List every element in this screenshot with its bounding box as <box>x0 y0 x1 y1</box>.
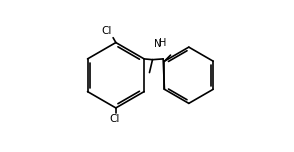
Text: Cl: Cl <box>102 26 112 36</box>
Text: N: N <box>154 39 161 49</box>
Text: H: H <box>159 38 167 48</box>
Text: Cl: Cl <box>109 114 119 124</box>
